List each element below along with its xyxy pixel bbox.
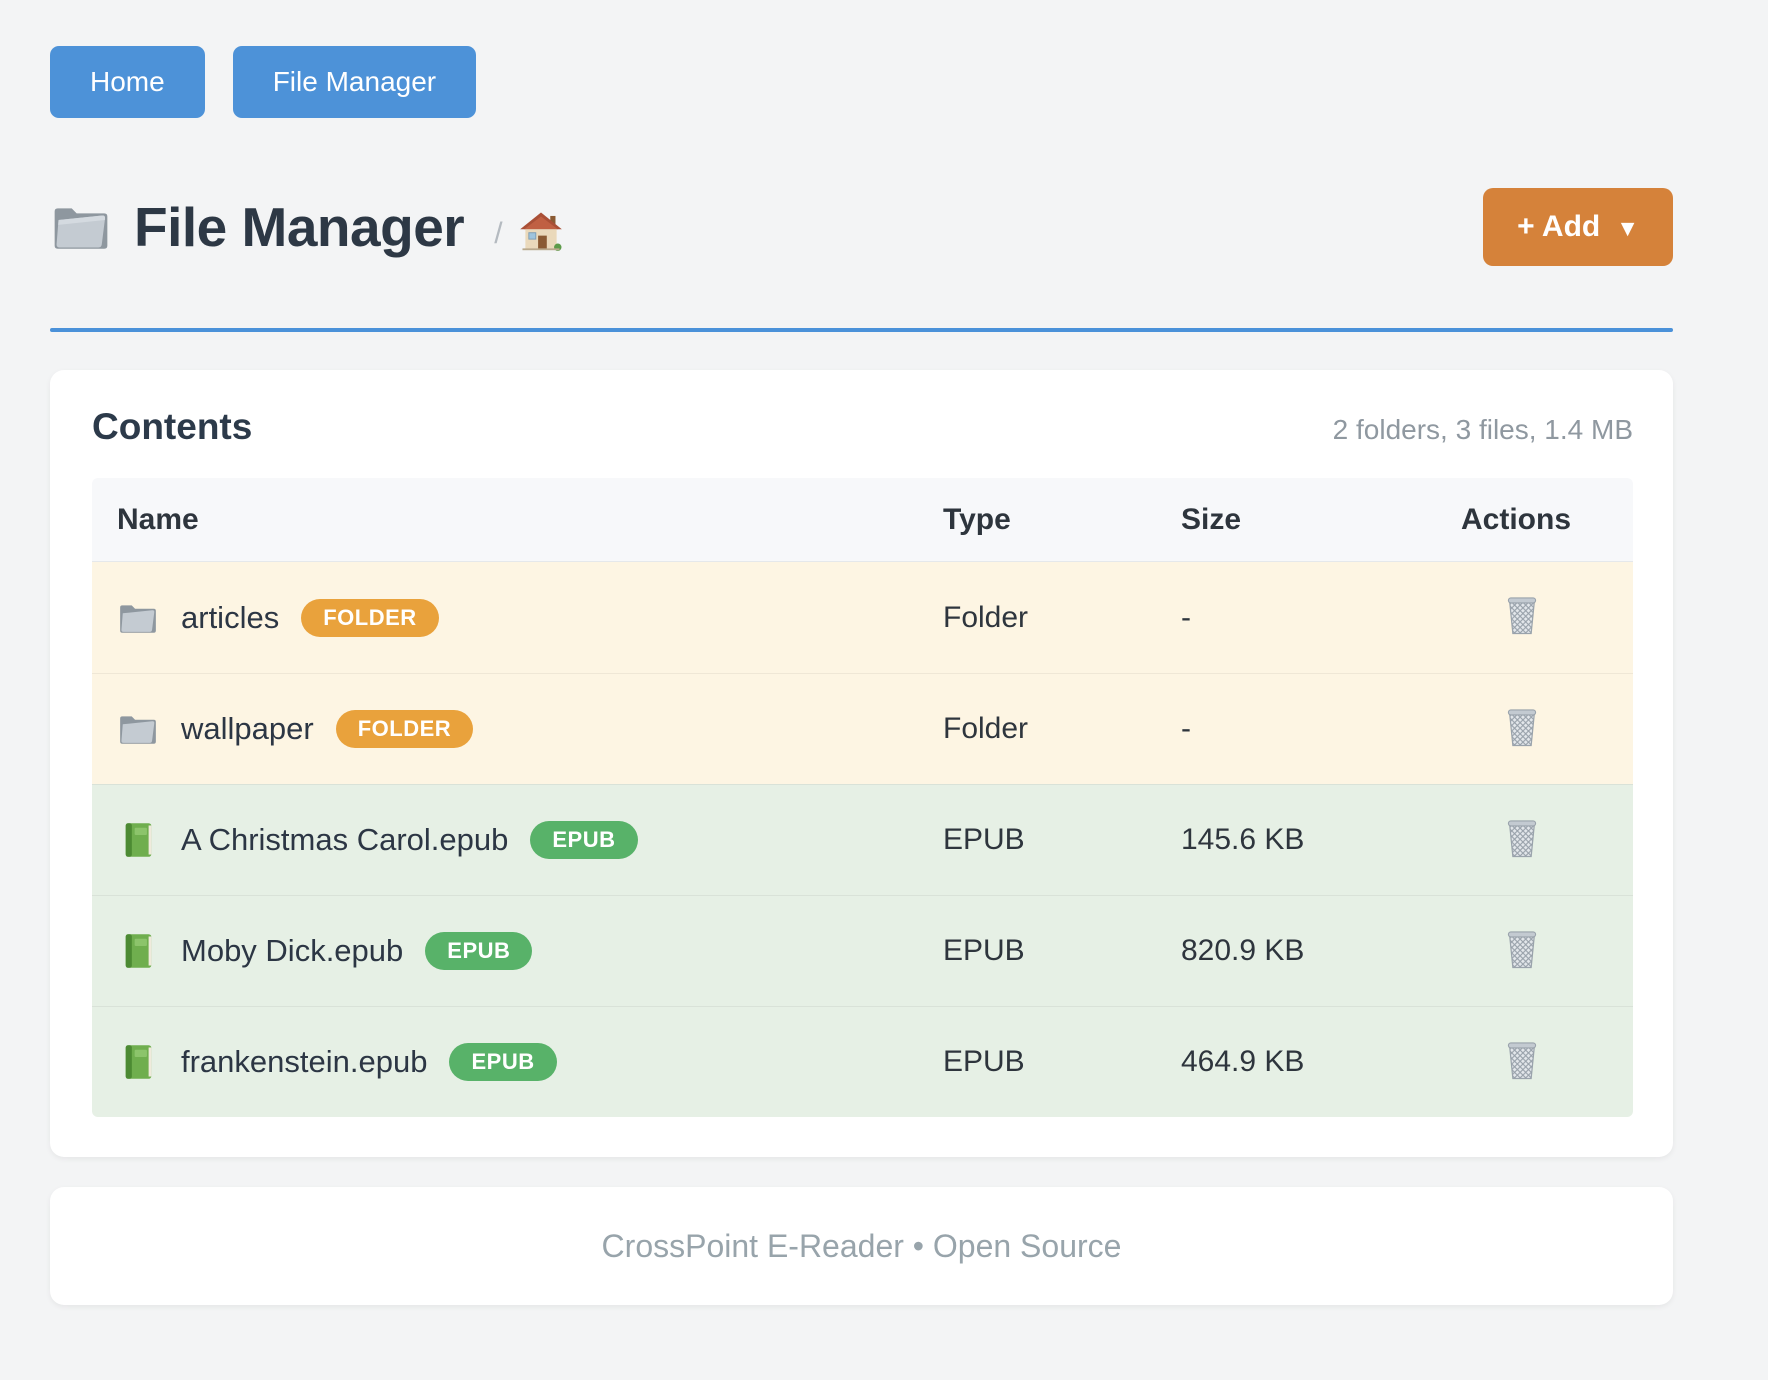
name-cell: wallpaper FOLDER xyxy=(92,710,943,748)
breadcrumb-home-link[interactable] xyxy=(519,210,563,259)
type-cell: Folder xyxy=(943,712,1029,745)
delete-button[interactable] xyxy=(1503,706,1541,751)
actions-cell xyxy=(1461,706,1633,753)
caret-down-icon: ▼ xyxy=(1616,214,1639,241)
file-manager-button[interactable]: File Manager xyxy=(232,46,477,118)
column-header-actions: Actions xyxy=(1461,502,1572,536)
delete-button[interactable] xyxy=(1503,928,1541,973)
add-button[interactable]: + Add ▼ xyxy=(1483,188,1673,266)
delete-button[interactable] xyxy=(1503,817,1541,862)
page-header: File Manager / + Add xyxy=(50,188,1673,266)
book-icon xyxy=(117,1043,159,1081)
delete-button[interactable] xyxy=(1503,1039,1541,1084)
type-cell: EPUB xyxy=(943,823,1025,856)
trash-icon xyxy=(1503,928,1541,973)
actions-cell xyxy=(1461,817,1633,864)
table-header-row: Name Type Size Actions xyxy=(92,478,1633,562)
file-type-badge: FOLDER xyxy=(335,710,474,748)
trash-icon xyxy=(1503,706,1541,751)
table-row[interactable]: A Christmas Carol.epub EPUB EPUB 145.6 K… xyxy=(92,784,1633,895)
file-type-badge: FOLDER xyxy=(301,598,439,637)
table-row[interactable]: wallpaper FOLDER Folder - xyxy=(92,673,1633,784)
file-table: Name Type Size Actions articles FOLDER F… xyxy=(92,478,1633,1117)
page-title: File Manager xyxy=(134,196,465,258)
size-cell: 464.9 KB xyxy=(1181,1045,1305,1078)
name-cell: articles FOLDER xyxy=(92,598,943,637)
size-cell: 820.9 KB xyxy=(1181,934,1305,967)
size-cell: - xyxy=(1181,712,1191,745)
name-cell: Moby Dick.epub EPUB xyxy=(92,932,943,970)
book-icon xyxy=(117,821,159,859)
table-row[interactable]: Moby Dick.epub EPUB EPUB 820.9 KB xyxy=(92,895,1633,1006)
file-type-badge: EPUB xyxy=(530,821,638,859)
trash-icon xyxy=(1503,1039,1541,1084)
trash-icon xyxy=(1503,817,1541,862)
page: Home File Manager File Manager / xyxy=(50,0,1673,1305)
card-header: Contents 2 folders, 3 files, 1.4 MB xyxy=(92,406,1633,448)
table-row[interactable]: frankenstein.epub EPUB EPUB 464.9 KB xyxy=(92,1006,1633,1117)
file-type-badge: EPUB xyxy=(449,1043,557,1081)
column-header-type: Type xyxy=(943,502,1011,536)
size-cell: - xyxy=(1181,600,1191,634)
file-type-badge: EPUB xyxy=(425,932,533,970)
column-header-size: Size xyxy=(1181,502,1242,536)
delete-button[interactable] xyxy=(1503,594,1541,639)
column-header-name: Name xyxy=(117,502,199,536)
contents-card: Contents 2 folders, 3 files, 1.4 MB Name… xyxy=(50,370,1673,1157)
header-divider xyxy=(50,328,1673,332)
contents-heading: Contents xyxy=(92,406,253,447)
actions-cell xyxy=(1461,594,1633,641)
type-cell: EPUB xyxy=(943,1045,1025,1078)
folder-icon xyxy=(117,710,159,748)
file-name: A Christmas Carol.epub xyxy=(181,822,509,857)
top-nav: Home File Manager xyxy=(50,0,1673,118)
table-row[interactable]: articles FOLDER Folder - xyxy=(92,562,1633,673)
trash-icon xyxy=(1503,594,1541,639)
folder-icon xyxy=(50,201,112,253)
file-name: frankenstein.epub xyxy=(181,1044,428,1079)
actions-cell xyxy=(1461,1039,1633,1086)
file-name: Moby Dick.epub xyxy=(181,933,404,968)
file-name: articles xyxy=(181,599,280,635)
type-cell: EPUB xyxy=(943,934,1025,967)
footer: CrossPoint E-Reader • Open Source xyxy=(50,1187,1673,1305)
folder-icon xyxy=(117,599,159,637)
file-name: wallpaper xyxy=(181,711,314,746)
type-cell: Folder xyxy=(943,600,1029,634)
table-body: articles FOLDER Folder - xyxy=(92,562,1633,1117)
size-cell: 145.6 KB xyxy=(1181,823,1305,856)
title-group: File Manager / xyxy=(50,195,563,259)
name-cell: A Christmas Carol.epub EPUB xyxy=(92,821,943,859)
breadcrumb-separator: / xyxy=(494,217,503,250)
name-cell: frankenstein.epub EPUB xyxy=(92,1043,943,1081)
actions-cell xyxy=(1461,928,1633,975)
home-button[interactable]: Home xyxy=(50,46,205,118)
add-button-label: + Add xyxy=(1517,210,1601,243)
footer-text: CrossPoint E-Reader • Open Source xyxy=(601,1227,1122,1264)
book-icon xyxy=(117,932,159,970)
home-icon xyxy=(519,210,563,257)
contents-summary: 2 folders, 3 files, 1.4 MB xyxy=(1332,414,1633,445)
